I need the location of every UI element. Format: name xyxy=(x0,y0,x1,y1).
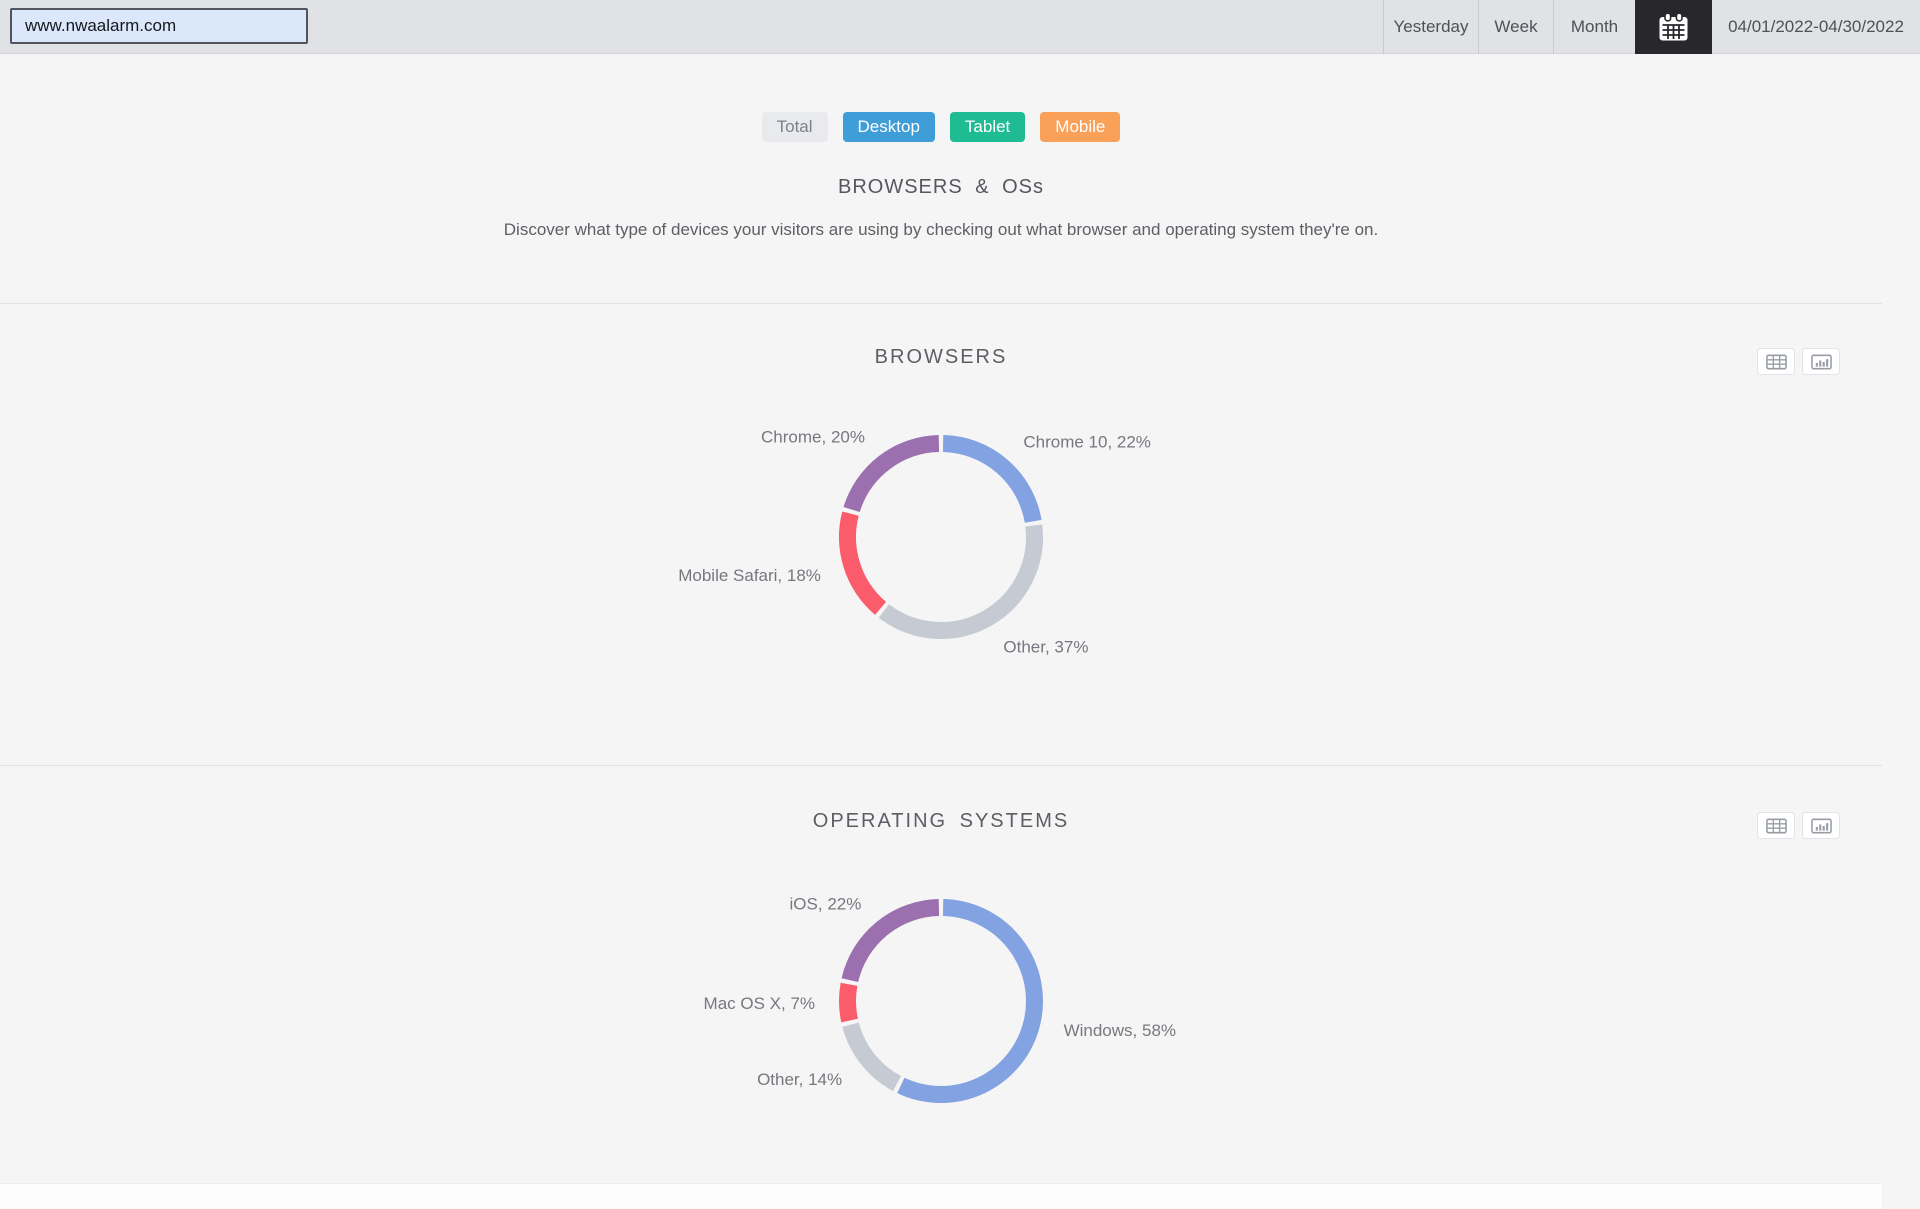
os-donut-chart: Windows, 58% Other, 14% Mac OS X, 7% iOS, 2… xyxy=(704,894,1176,1103)
donut-segment[interactable] xyxy=(839,511,887,615)
date-controls: Yesterday Week Month 04/01/2022-04/30/20… xyxy=(1383,0,1920,54)
table-icon xyxy=(1765,354,1787,369)
os-section: OPERATING SYSTEMS Windows, 58% Other, 14%… xyxy=(0,765,1882,1183)
browsers-section: BROWSERS Chrome 10, 22% Other, 37% Mobile … xyxy=(0,303,1882,765)
range-yesterday-button[interactable]: Yesterday xyxy=(1383,0,1478,54)
overview-section: Total Desktop Tablet Mobile BROWSERS & O… xyxy=(0,54,1882,303)
filter-desktop-button[interactable]: Desktop xyxy=(842,112,935,142)
main-content: Total Desktop Tablet Mobile BROWSERS & O… xyxy=(0,54,1920,1209)
date-range-text: 04/01/2022-04/30/2022 xyxy=(1728,17,1904,36)
footer-strip xyxy=(0,1183,1882,1209)
filter-tablet-button[interactable]: Tablet xyxy=(949,112,1026,142)
os-view-toggle xyxy=(1757,812,1840,839)
chart-view-button[interactable] xyxy=(1802,812,1840,839)
donut-segment[interactable] xyxy=(942,435,1042,523)
donut-label: Other, 14% xyxy=(757,1070,842,1089)
page-description: Discover what type of devices your visit… xyxy=(503,220,1379,239)
bar-chart-icon xyxy=(1810,818,1832,833)
site-url-input[interactable] xyxy=(10,8,308,44)
table-icon xyxy=(1765,818,1787,833)
browsers-section-title: BROWSERS xyxy=(874,346,1008,368)
donut-segment[interactable] xyxy=(897,899,1043,1103)
bar-chart-icon xyxy=(1810,354,1832,369)
range-month-button[interactable]: Month xyxy=(1553,0,1635,54)
donut-label: Other, 37% xyxy=(1003,637,1088,656)
os-section-title: OPERATING SYSTEMS xyxy=(812,810,1070,832)
donut-label: Mac OS X, 7% xyxy=(704,994,815,1013)
donut-label: iOS, 22% xyxy=(790,894,862,913)
calendar-picker-button[interactable] xyxy=(1635,0,1712,54)
donut-segment[interactable] xyxy=(841,899,940,983)
donut-label: Chrome 10, 22% xyxy=(1023,433,1151,452)
device-filter-row: Total Desktop Tablet Mobile xyxy=(0,54,1882,142)
donut-segment[interactable] xyxy=(843,435,940,513)
table-view-button[interactable] xyxy=(1757,812,1795,839)
topbar: Yesterday Week Month 04/01/2022-04/30/20… xyxy=(0,0,1920,54)
browsers-donut-chart: Chrome 10, 22% Other, 37% Mobile Safari, 1… xyxy=(678,428,1151,657)
page-title: BROWSERS & OSs xyxy=(837,176,1045,198)
donut-segment[interactable] xyxy=(842,1022,902,1092)
browsers-view-toggle xyxy=(1757,348,1840,375)
donut-label: Chrome, 20% xyxy=(761,428,865,447)
range-week-button[interactable]: Week xyxy=(1478,0,1553,54)
table-view-button[interactable] xyxy=(1757,348,1795,375)
donut-label: Windows, 58% xyxy=(1064,1021,1176,1040)
chart-view-button[interactable] xyxy=(1802,348,1840,375)
calendar-icon xyxy=(1659,11,1688,40)
donut-segment[interactable] xyxy=(878,524,1043,639)
donut-segment[interactable] xyxy=(839,982,858,1023)
filter-total-button[interactable]: Total xyxy=(761,112,828,142)
filter-mobile-button[interactable]: Mobile xyxy=(1040,112,1121,142)
donut-label: Mobile Safari, 18% xyxy=(678,566,821,585)
